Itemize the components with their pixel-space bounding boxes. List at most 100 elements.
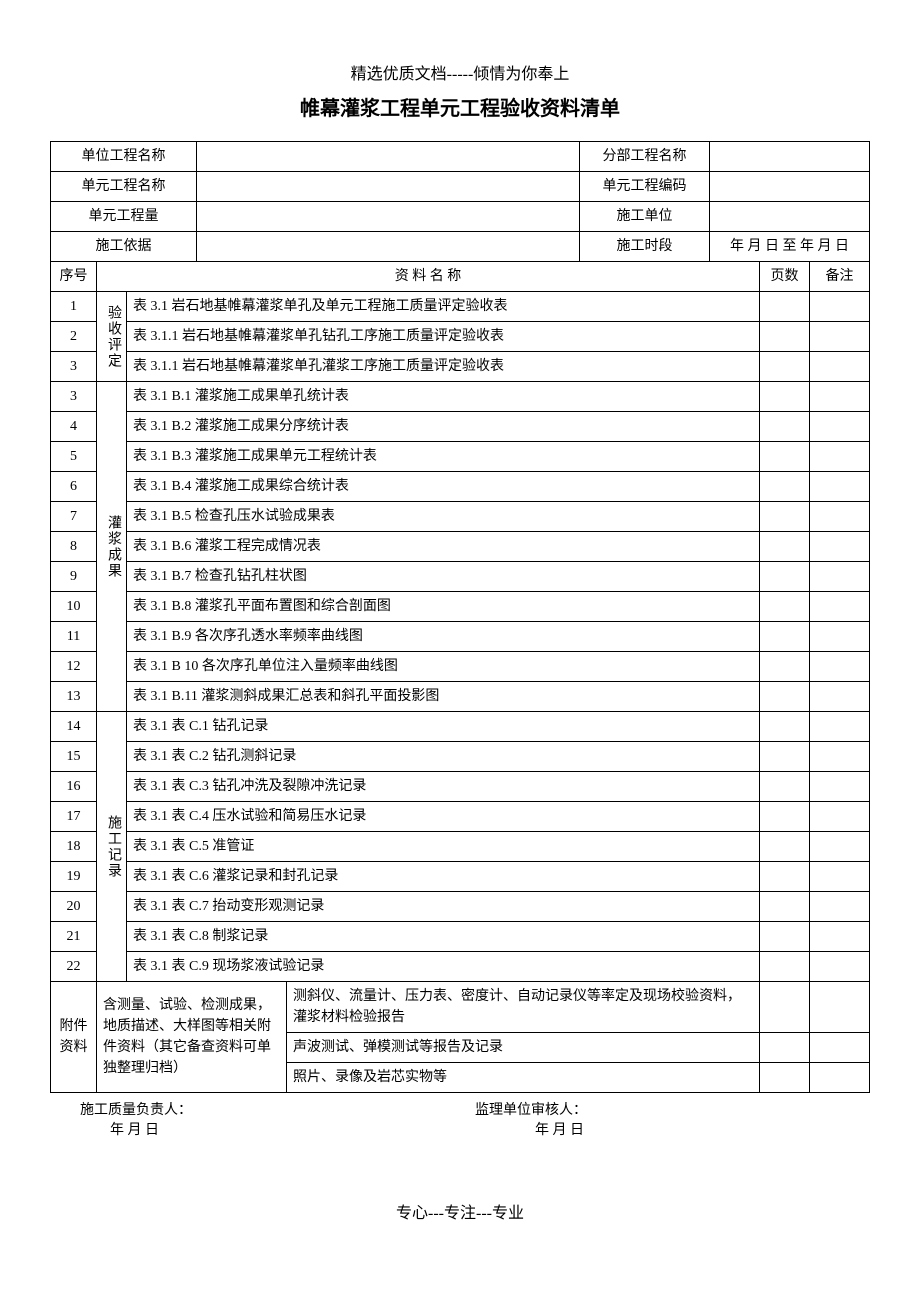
table-row: 7 表 3.1 B.5 检查孔压水试验成果表 [51,502,870,532]
row-pages [759,772,809,802]
row-notes [809,532,869,562]
row-pages [759,502,809,532]
construction-basis-value [197,232,580,262]
table-row: 5 表 3.1 B.3 灌浆施工成果单元工程统计表 [51,442,870,472]
table-row: 15 表 3.1 表 C.2 钻孔测斜记录 [51,742,870,772]
signature-row: 施工质量负责人： 年 月 日 监理单位审核人： 年 月 日 [50,1099,870,1139]
row-pages [759,982,809,1033]
row-name: 表 3.1 B.6 灌浆工程完成情况表 [127,532,760,562]
unit-project-name-label: 单位工程名称 [51,142,197,172]
row-name: 表 3.1.1 岩石地基帷幕灌浆单孔钻孔工序施工质量评定验收表 [127,322,760,352]
table-row: 22 表 3.1 表 C.9 现场浆液试验记录 [51,952,870,982]
table-row: 3 灌浆成果 表 3.1 B.1 灌浆施工成果单孔统计表 [51,382,870,412]
header-row-2: 单元工程名称 单元工程编码 [51,172,870,202]
row-pages [759,592,809,622]
row-pages [759,802,809,832]
row-name: 表 3.1 表 C.8 制浆记录 [127,922,760,952]
row-notes [809,892,869,922]
unit-project-name-value [197,142,580,172]
element-quantity-value [197,202,580,232]
row-pages [759,922,809,952]
table-row: 11 表 3.1 B.9 各次序孔透水率频率曲线图 [51,622,870,652]
attachment-item-3: 照片、录像及岩芯实物等 [287,1063,760,1093]
row-name: 表 3.1 B.7 检查孔钻孔柱状图 [127,562,760,592]
table-row: 4 表 3.1 B.2 灌浆施工成果分序统计表 [51,412,870,442]
table-row: 21 表 3.1 表 C.8 制浆记录 [51,922,870,952]
table-row: 2 表 3.1.1 岩石地基帷幕灌浆单孔钻孔工序施工质量评定验收表 [51,322,870,352]
row-name: 表 3.1 B.11 灌浆测斜成果汇总表和斜孔平面投影图 [127,682,760,712]
table-row: 13 表 3.1 B.11 灌浆测斜成果汇总表和斜孔平面投影图 [51,682,870,712]
col-name: 资 料 名 称 [97,262,760,292]
row-num: 9 [51,562,97,592]
row-num: 17 [51,802,97,832]
col-pages: 页数 [759,262,809,292]
row-name: 表 3.1 表 C.4 压水试验和简易压水记录 [127,802,760,832]
row-num: 20 [51,892,97,922]
header-row-3: 单元工程量 施工单位 [51,202,870,232]
row-num: 5 [51,442,97,472]
row-name: 表 3.1 表 C.5 准管证 [127,832,760,862]
row-num: 7 [51,502,97,532]
row-notes [809,502,869,532]
category-3: 施工记录 [97,712,127,982]
row-name: 表 3.1 B.2 灌浆施工成果分序统计表 [127,412,760,442]
row-pages [759,442,809,472]
table-row: 17 表 3.1 表 C.4 压水试验和简易压水记录 [51,802,870,832]
row-pages [759,832,809,862]
row-notes [809,712,869,742]
construction-period-label: 施工时段 [579,232,709,262]
row-num: 4 [51,412,97,442]
element-quantity-label: 单元工程量 [51,202,197,232]
construction-unit-value [709,202,869,232]
row-num: 3 [51,352,97,382]
row-name: 表 3.1 表 C.3 钻孔冲洗及裂隙冲洗记录 [127,772,760,802]
row-pages [759,322,809,352]
row-num: 22 [51,952,97,982]
row-num: 2 [51,322,97,352]
row-num: 14 [51,712,97,742]
row-notes [809,382,869,412]
row-notes [809,292,869,322]
page-header: 精选优质文档-----倾情为你奉上 [50,60,870,84]
row-num: 16 [51,772,97,802]
row-num: 13 [51,682,97,712]
row-pages [759,562,809,592]
signature-left: 施工质量负责人： 年 月 日 [80,1099,475,1139]
row-pages [759,352,809,382]
row-notes [809,802,869,832]
row-notes [809,412,869,442]
row-notes [809,1033,869,1063]
row-notes [809,472,869,502]
row-name: 表 3.1.1 岩石地基帷幕灌浆单孔灌浆工序施工质量评定验收表 [127,352,760,382]
row-notes [809,682,869,712]
table-row: 8 表 3.1 B.6 灌浆工程完成情况表 [51,532,870,562]
header-row-4: 施工依据 施工时段 年 月 日 至 年 月 日 [51,232,870,262]
row-num: 8 [51,532,97,562]
row-pages [759,472,809,502]
row-notes [809,652,869,682]
element-project-code-value [709,172,869,202]
page-title: 帷幕灌浆工程单元工程验收资料清单 [50,92,870,121]
row-notes [809,922,869,952]
row-name: 表 3.1 B.4 灌浆施工成果综合统计表 [127,472,760,502]
table-row: 16 表 3.1 表 C.3 钻孔冲洗及裂隙冲洗记录 [51,772,870,802]
row-pages [759,412,809,442]
row-pages [759,382,809,412]
sub-project-name-value [709,142,869,172]
row-notes [809,442,869,472]
row-pages [759,682,809,712]
row-name: 表 3.1 表 C.9 现场浆液试验记录 [127,952,760,982]
element-project-name-value [197,172,580,202]
row-name: 表 3.1 表 C.6 灌浆记录和封孔记录 [127,862,760,892]
row-name: 表 3.1 岩石地基帷幕灌浆单孔及单元工程施工质量评定验收表 [127,292,760,322]
row-num: 3 [51,382,97,412]
row-pages [759,292,809,322]
row-name: 表 3.1 B.8 灌浆孔平面布置图和综合剖面图 [127,592,760,622]
row-num: 21 [51,922,97,952]
construction-period-value: 年 月 日 至 年 月 日 [709,232,869,262]
table-row: 12 表 3.1 B 10 各次序孔单位注入量频率曲线图 [51,652,870,682]
attachment-item-2: 声波测试、弹模测试等报告及记录 [287,1033,760,1063]
row-num: 11 [51,622,97,652]
row-notes [809,622,869,652]
row-notes [809,952,869,982]
